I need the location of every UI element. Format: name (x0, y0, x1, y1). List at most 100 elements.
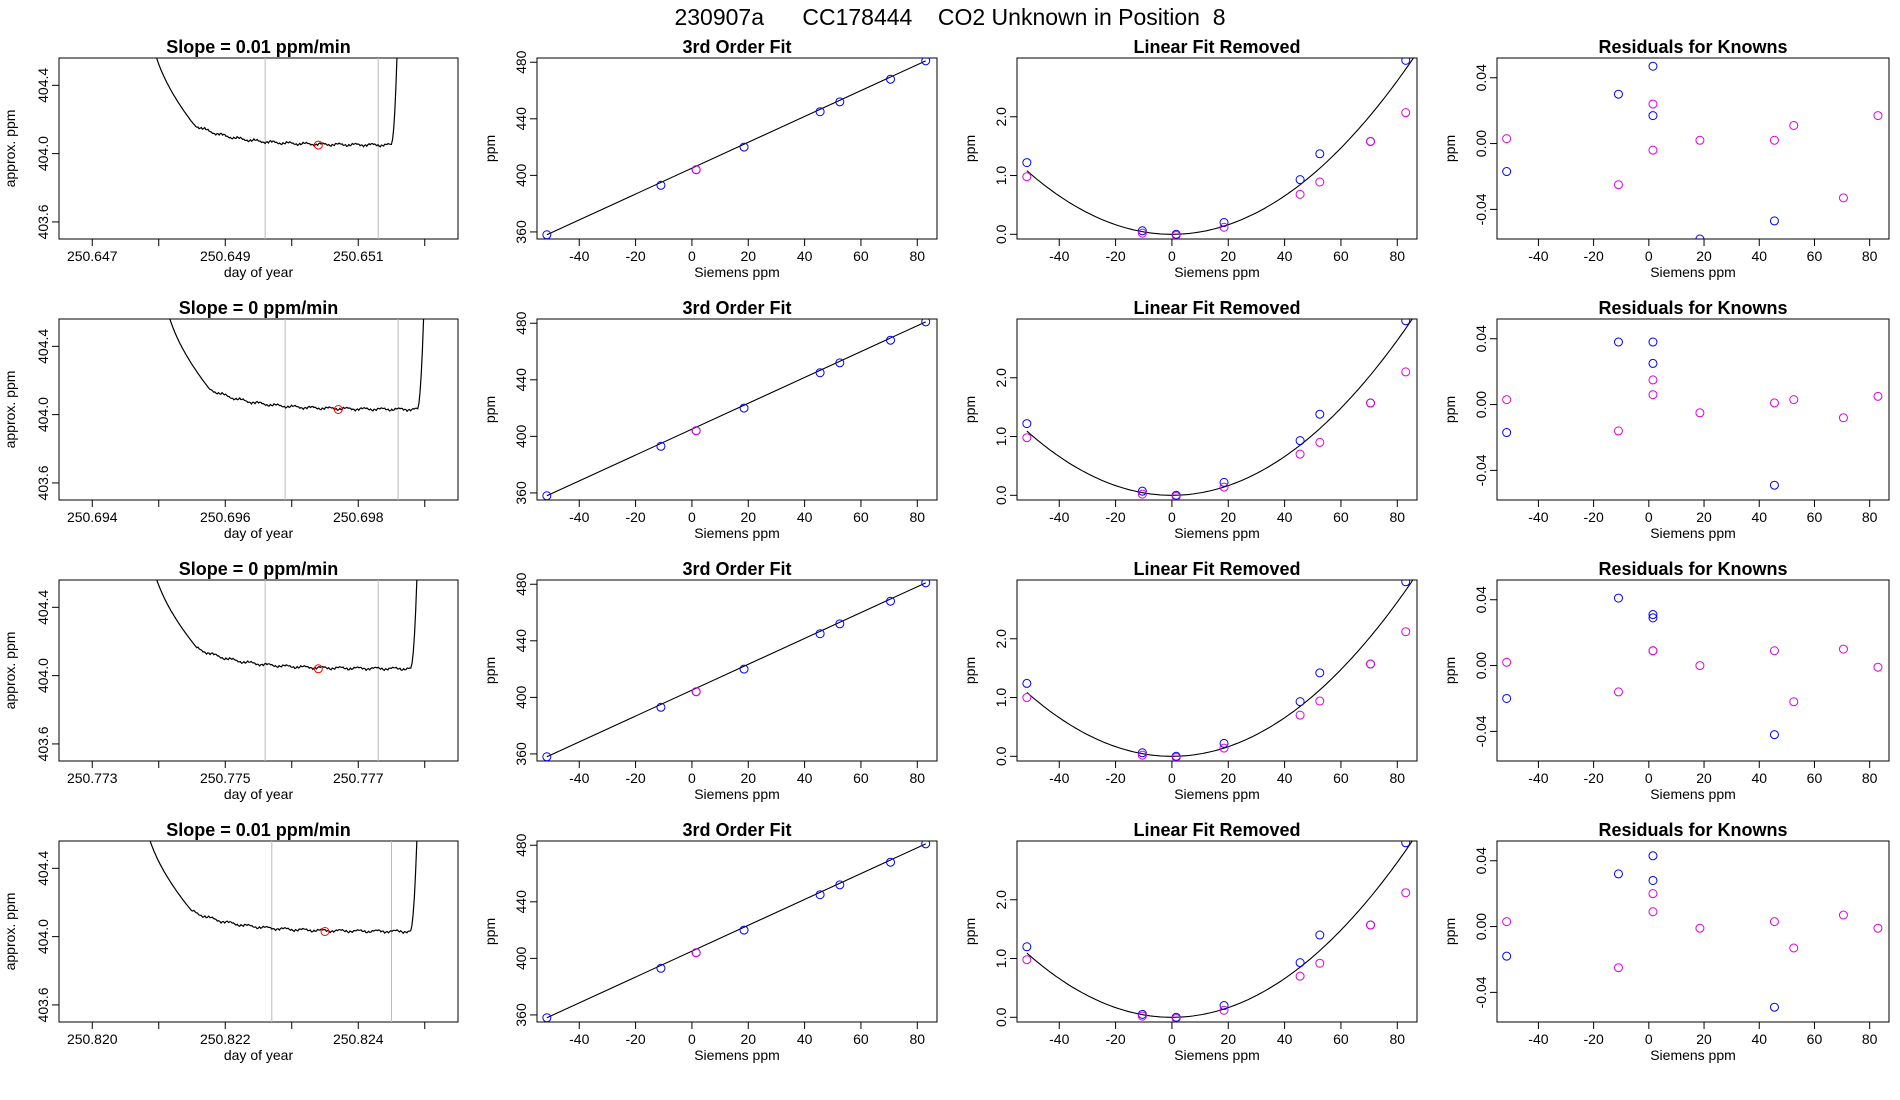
data-point-blue (921, 319, 931, 327)
plot-area (542, 580, 931, 761)
x-tick-label: 40 (1751, 509, 1767, 525)
page-title: 230907a CC178444 CO2 Unknown in Position… (674, 4, 1226, 30)
x-axis-label: day of year (224, 264, 294, 280)
y-axis-label: approx. ppm (2, 371, 18, 449)
x-tick-label: 250.651 (333, 248, 384, 264)
panel-title: 3rd Order Fit (682, 298, 791, 318)
data-point-magenta (1022, 433, 1032, 443)
panel-title: Residuals for Knowns (1598, 298, 1787, 318)
data-point-blue (1295, 175, 1305, 185)
x-tick-label: 40 (797, 770, 813, 786)
data-point-magenta (691, 165, 701, 175)
panel-r2-c1: 3rd Order Fit -40 -20 0 20 40 60 80 360 400 440 480… (482, 559, 938, 802)
data-point-blue (1022, 419, 1032, 429)
y-tick-label: 0.04 (1473, 847, 1489, 874)
selected-point-marker (313, 664, 323, 674)
data-point-blue (656, 441, 666, 451)
panel-title: Slope = 0.01 ppm/min (166, 37, 351, 57)
fit-line (546, 321, 926, 497)
plot-area (169, 319, 425, 500)
y-tick-label: 1.0 (993, 427, 1009, 447)
plot-frame (1016, 57, 1418, 240)
y-axis-label: approx. ppm (2, 893, 18, 971)
y-axis-label: ppm (482, 135, 498, 162)
data-point-blue (1022, 678, 1032, 688)
x-tick-label: -20 (1105, 1031, 1125, 1047)
panel-title: 3rd Order Fit (682, 559, 791, 579)
data-point-blue (1648, 111, 1658, 121)
data-point-magenta (1789, 395, 1799, 405)
data-point-magenta (1401, 108, 1411, 118)
data-point-blue (815, 107, 825, 117)
data-point-blue (1613, 89, 1623, 99)
data-point-magenta (1219, 222, 1229, 232)
x-tick-label: 60 (1333, 1031, 1349, 1047)
x-tick-label: 250.822 (200, 1031, 251, 1047)
x-axis-label: Siemens ppm (694, 1047, 780, 1063)
data-point-blue (815, 890, 825, 900)
data-point-blue (1315, 668, 1325, 678)
data-point-magenta (1022, 172, 1032, 182)
panel-title: Linear Fit Removed (1133, 37, 1300, 57)
x-tick-label: 0 (1645, 248, 1653, 264)
data-point-blue (1022, 942, 1032, 952)
plot-frame (58, 57, 459, 240)
y-tick-label: 440 (513, 107, 529, 131)
plot-frame (536, 57, 938, 240)
y-tick-label: 440 (513, 368, 529, 392)
data-point-magenta (1401, 888, 1411, 898)
plot-frame (1496, 57, 1890, 240)
panel-r0-c3: Residuals for Knowns -40 -20 0 20 40 60 80 -0.04… (1442, 37, 1890, 280)
x-tick-label: 250.824 (333, 1031, 384, 1047)
panel-title: Linear Fit Removed (1133, 559, 1300, 579)
data-point-blue (1315, 930, 1325, 940)
plot-area (156, 580, 418, 761)
data-point-blue (921, 580, 931, 588)
y-tick-label: 360 (513, 481, 529, 505)
data-point-blue (1613, 869, 1623, 879)
plot-area (1502, 593, 1883, 740)
data-point-magenta (1137, 489, 1147, 499)
data-point-blue (1295, 697, 1305, 707)
data-point-blue (1219, 1001, 1229, 1011)
x-tick-label: 60 (853, 770, 869, 786)
x-tick-label: 80 (1389, 1031, 1405, 1047)
x-tick-label: -40 (1528, 248, 1548, 264)
x-tick-label: 60 (1807, 509, 1823, 525)
x-tick-label: 0 (1645, 509, 1653, 525)
x-tick-label: 60 (853, 248, 869, 264)
data-point-blue (1219, 477, 1229, 487)
x-axis-label: day of year (224, 786, 294, 802)
data-point-blue (1613, 337, 1623, 347)
y-tick-label: 480 (513, 311, 529, 335)
data-point-blue (1613, 593, 1623, 603)
x-axis-label: Siemens ppm (1650, 1047, 1736, 1063)
data-point-magenta (1401, 627, 1411, 637)
panel-title: 3rd Order Fit (682, 37, 791, 57)
data-point-blue (739, 925, 749, 935)
y-tick-label: 0.00 (1473, 652, 1489, 679)
x-tick-label: 20 (1696, 770, 1712, 786)
data-point-magenta (691, 426, 701, 436)
data-point-magenta (1873, 391, 1883, 401)
x-tick-label: -20 (1105, 770, 1125, 786)
data-point-magenta (1401, 367, 1411, 377)
data-point-blue (886, 74, 896, 84)
y-tick-label: -0.04 (1473, 193, 1489, 225)
x-axis-label: Siemens ppm (1174, 786, 1260, 802)
x-tick-label: -40 (569, 509, 589, 525)
data-point-blue (921, 841, 931, 849)
x-tick-label: 250.777 (333, 770, 384, 786)
data-point-magenta (1295, 971, 1305, 981)
y-tick-label: 400 (513, 424, 529, 448)
x-tick-label: 20 (740, 248, 756, 264)
data-point-magenta (1769, 917, 1779, 927)
data-point-blue (1502, 951, 1512, 961)
x-tick-label: 0 (1168, 509, 1176, 525)
data-point-magenta (1648, 99, 1658, 109)
y-tick-label: 360 (513, 220, 529, 244)
x-tick-label: -20 (1584, 248, 1604, 264)
x-tick-label: 40 (1277, 770, 1293, 786)
y-tick-label: 400 (513, 946, 529, 970)
